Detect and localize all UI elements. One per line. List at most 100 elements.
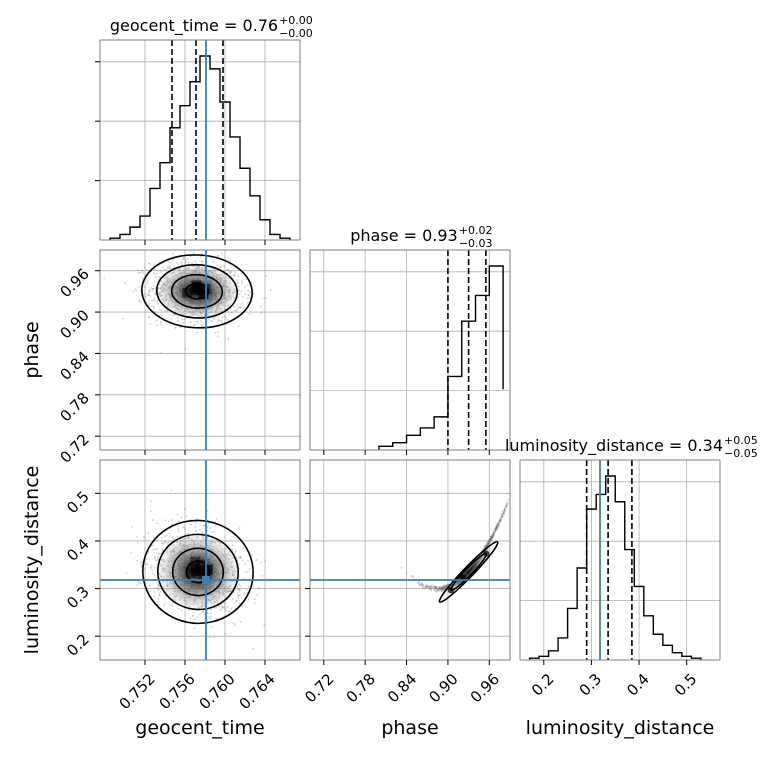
scatter-point-2-1063 [490, 536, 493, 539]
scatter-point-2-599 [490, 537, 493, 539]
scatter-point-2-429 [503, 510, 506, 513]
scatter-point-2-294 [497, 524, 499, 526]
scatter-point-2-1306 [486, 544, 488, 547]
hist-panel-bg-phase [310, 250, 510, 450]
hist-step-phase [378, 265, 504, 450]
scatter-point-2-81 [435, 587, 438, 590]
scatter-point-2-381 [442, 584, 445, 587]
scatter-point-2-187 [418, 580, 421, 583]
x-tick-label-geocent_time-2: 0.760 [196, 670, 239, 713]
scatter-point-0-439 [229, 259, 232, 262]
scatter-point-2-1125 [495, 525, 498, 528]
scatter-point-1-903 [146, 542, 149, 545]
density-core-2 [447, 549, 490, 594]
scatter-point-0-855 [159, 269, 161, 272]
scatter-point-2-1042 [441, 587, 444, 590]
scatter-point-2-1338 [419, 585, 421, 587]
scatter-point-1-98 [154, 587, 157, 589]
scatter-point-0-914 [151, 290, 154, 293]
scatter-point-2-1245 [441, 587, 444, 590]
scatter-point-0-382 [217, 335, 219, 338]
scatter-point-1-1360 [147, 532, 150, 534]
scatter-point-2-321 [489, 539, 492, 542]
scatter-point-2-240 [438, 588, 441, 591]
scatter-point-1-375 [209, 615, 212, 618]
scatter-point-0-116 [171, 315, 174, 318]
contour-1-2 [171, 547, 225, 597]
scatter-point-2-1251 [492, 533, 495, 535]
hist-panel-frame-luminosity_distance [519, 459, 721, 661]
scatter-point-1-1332 [248, 567, 251, 570]
density-cell-1-4 [195, 559, 206, 570]
scatter-point-1-957 [231, 544, 234, 547]
scatter-point-0-486 [194, 260, 196, 263]
scatter-point-0-1384 [196, 322, 199, 324]
scatter-point-1-1396 [157, 589, 160, 592]
scatter-point-0-746 [239, 306, 242, 309]
scatter-point-2-1059 [489, 538, 492, 541]
scatter-point-2-296 [487, 543, 490, 546]
scatter-point-1-1221 [193, 627, 196, 630]
scatter-point-2-702 [441, 588, 444, 591]
scatter-point-0-753 [148, 316, 150, 319]
scatter-point-2-289 [496, 524, 499, 527]
scatter-point-2-792 [499, 520, 502, 522]
scatter-point-2-1108 [492, 532, 495, 534]
scatter-point-1-468 [216, 617, 219, 620]
scatter-point-2-1175 [495, 526, 498, 529]
scatter-point-1-319 [176, 513, 179, 516]
scatter-point-0-7 [226, 269, 229, 272]
scatter-point-1-1284 [177, 527, 180, 530]
scatter-point-1-218 [209, 612, 212, 615]
scatter-point-2-415 [426, 586, 429, 589]
scatter-point-2-779 [498, 521, 501, 523]
scatter-point-1-907 [247, 570, 250, 573]
scatter-point-2-1185 [434, 590, 437, 592]
scatter-point-2-653 [494, 530, 497, 533]
scatter-point-2-1005 [506, 503, 509, 506]
scatter-point-1-1078 [164, 541, 166, 543]
scatter-point-2-456 [441, 586, 443, 589]
scatter-point-2-403 [418, 581, 421, 584]
scatter-point-0-1364 [241, 295, 244, 298]
scatter-point-2-1223 [488, 541, 491, 544]
scatter-point-2-526 [487, 540, 490, 543]
scatter-point-2-1397 [497, 523, 499, 526]
scatter-point-2-701 [489, 541, 492, 544]
scatter-point-0-1242 [241, 280, 244, 283]
scatter-point-0-1164 [149, 294, 151, 297]
scatter-point-0-1370 [199, 255, 202, 258]
scatter-point-2-819 [502, 512, 505, 515]
scatter-point-2-157 [491, 535, 494, 538]
scatter-point-2-153 [441, 585, 444, 588]
scatter-point-2-1039 [493, 531, 496, 534]
scatter-point-1-906 [170, 489, 173, 492]
scatter-point-2-413 [442, 587, 445, 590]
scatter-point-2-981 [496, 525, 499, 528]
scatter-point-2-228 [438, 588, 440, 591]
scatter-point-2-11 [440, 587, 442, 590]
scatter-point-2-557 [422, 586, 425, 589]
scatter-point-2-565 [420, 582, 423, 585]
scatter-point-0-771 [172, 252, 175, 255]
scatter-point-0-519 [148, 302, 151, 305]
scatter-point-1-97 [213, 636, 216, 639]
scatter-point-2-384 [441, 586, 444, 589]
scatter-point-1-148 [238, 602, 241, 605]
scatter-point-0-979 [124, 282, 126, 284]
scatter-point-2-824 [492, 535, 495, 538]
scatter-point-2-777 [430, 588, 432, 590]
scatter-point-2-845 [440, 588, 443, 591]
scatter-point-2-479 [499, 520, 502, 522]
scatter-point-2-386 [510, 492, 512, 494]
scatter-point-2-1309 [443, 585, 446, 588]
scatter-point-0-923 [143, 267, 146, 269]
scatter-point-2-577 [492, 535, 495, 538]
scatter-point-2-409 [421, 587, 424, 589]
scatter-point-1-596 [158, 594, 161, 597]
hist-panel-frame-geocent_time [99, 39, 301, 241]
scatter-point-0-339 [231, 312, 233, 314]
scatter-point-2-1227 [419, 583, 422, 586]
scatter-point-2-1079 [437, 589, 440, 592]
scatter-point-1-1197 [164, 541, 167, 544]
